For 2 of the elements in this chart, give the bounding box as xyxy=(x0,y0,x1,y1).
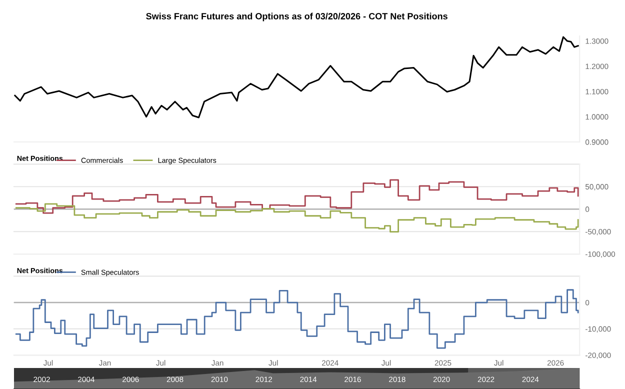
chart-title: Swiss Franc Futures and Options as of 03/20/2026 - COT Net Positions xyxy=(146,12,448,22)
line-series xyxy=(14,36,579,118)
